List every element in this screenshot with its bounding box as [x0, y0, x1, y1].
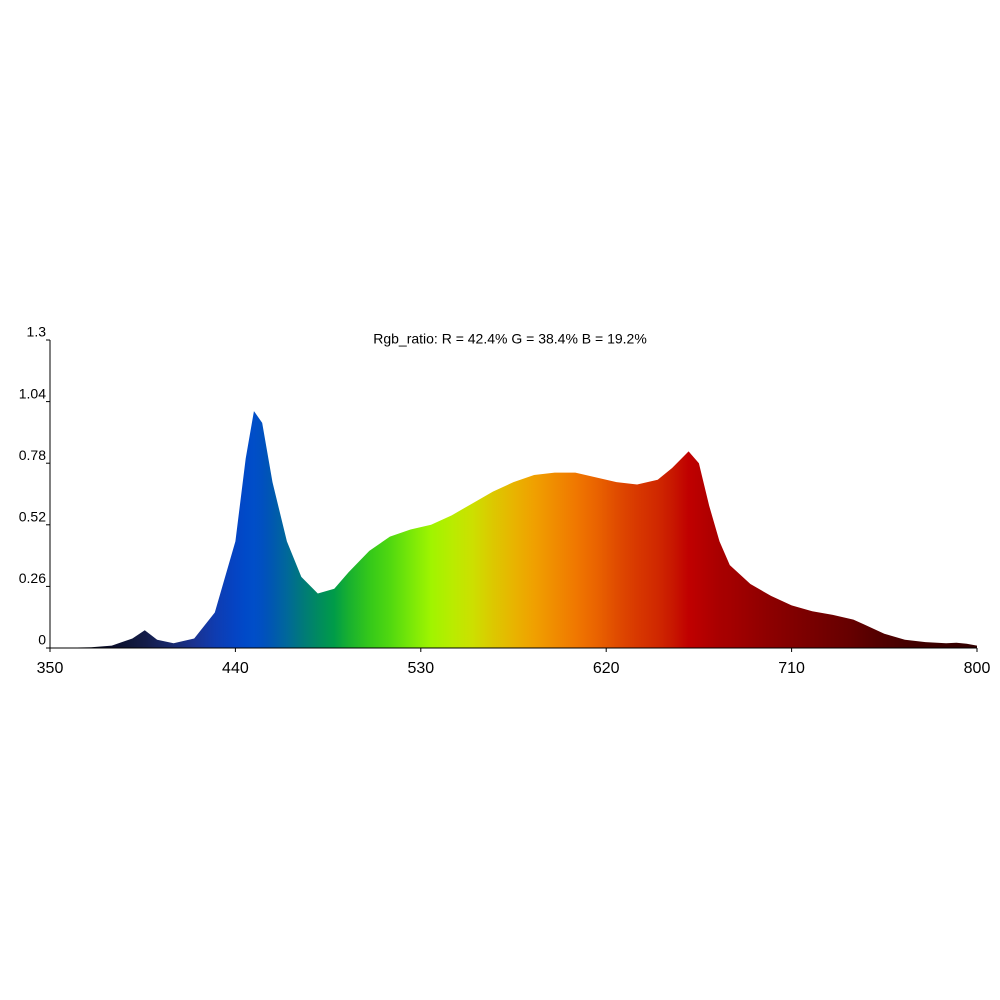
y-tick-label: 1.04	[19, 385, 46, 401]
x-tick-label: 800	[964, 660, 991, 677]
y-tick-label: 0.78	[19, 447, 46, 463]
x-tick-label: 350	[37, 660, 64, 677]
x-tick-label: 710	[778, 660, 805, 677]
x-tick-label: 440	[222, 660, 249, 677]
x-tick-label: 620	[593, 660, 620, 677]
y-tick-label: 0.26	[19, 570, 46, 586]
y-tick-label: 1.3	[27, 324, 47, 340]
chart-title: Rgb_ratio: R = 42.4% G = 38.4% B = 19.2%	[373, 331, 647, 347]
y-tick-label: 0.52	[19, 509, 46, 525]
spectrum-area	[50, 411, 977, 648]
x-tick-label: 530	[407, 660, 434, 677]
y-tick-label: 0	[38, 632, 46, 648]
